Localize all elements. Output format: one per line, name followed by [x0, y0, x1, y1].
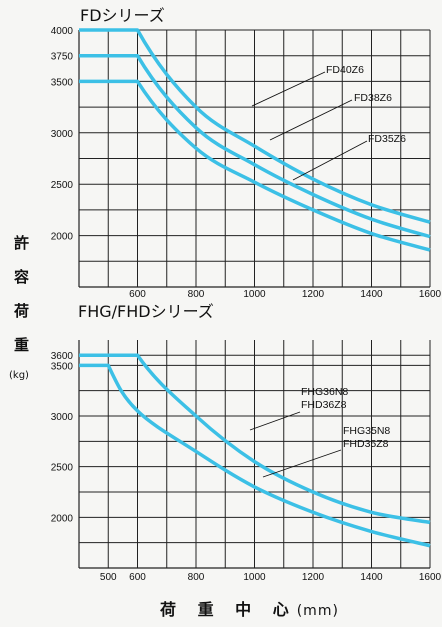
- fd-x-tick-label-600: 600: [129, 289, 146, 300]
- fd-y-tick-label-3000: 3000: [51, 129, 74, 140]
- y-axis-label-char-4: 重: [14, 336, 30, 354]
- fd-y-tick-label-3500: 3500: [51, 77, 74, 88]
- y-axis-label-char-2: 容: [14, 268, 30, 286]
- fhg-x-tick-label-500: 500: [100, 572, 117, 583]
- fhg-y-tick-label-3600: 3600: [51, 351, 74, 362]
- fhg-series-label-1-0: FHG35N8: [343, 425, 390, 437]
- fhg-y-tick-label-3000: 3000: [51, 412, 74, 423]
- fd-series-leader-0: [251, 71, 326, 107]
- y-axis-label-char-1: 許: [14, 234, 30, 252]
- fhg-x-tick-label-800: 800: [188, 572, 205, 583]
- chart-title-fd: FDシリーズ: [80, 6, 165, 25]
- fhg-x-tick-label-1600: 1600: [419, 572, 442, 583]
- fhg-series-leader-0: [249, 411, 301, 431]
- fhg-y-tick-label-3500: 3500: [51, 361, 74, 372]
- x-axis-label-text: 荷 重 中 心: [160, 600, 297, 619]
- fd-y-tick-label-4000: 4000: [51, 26, 74, 37]
- y-axis-label-char-3: 荷: [14, 302, 30, 320]
- fhg-series-line-1: [79, 363, 431, 548]
- fhg-series-leader-1: [262, 449, 342, 478]
- x-axis-label: 荷 重 中 心(mm): [160, 596, 339, 620]
- fd-series-label-2-0: FD35Z6: [368, 133, 406, 145]
- chart-title-fhg-fhd: FHG/FHDシリーズ: [78, 302, 214, 321]
- fhg-series-label-0-0: FHG36N8: [301, 386, 348, 398]
- fhg-series-label-1-1: FHD35Z8: [343, 438, 389, 450]
- fhg-y-tick-label-2500: 2500: [51, 463, 74, 474]
- fd-y-tick-label-2500: 2500: [51, 180, 74, 191]
- fd-series-line-0: [79, 28, 431, 224]
- fhg-series-line-0: [79, 353, 431, 525]
- fd-y-tick-label-2000: 2000: [51, 232, 74, 243]
- fd-series-leader-1: [269, 99, 353, 141]
- fd-x-tick-label-1200: 1200: [302, 289, 325, 300]
- fhg-x-tick-label-600: 600: [129, 572, 146, 583]
- fhg-x-tick-label-1400: 1400: [360, 572, 383, 583]
- fd-series-line-2: [79, 79, 431, 252]
- fd-x-tick-label-1400: 1400: [360, 289, 383, 300]
- fhg-x-tick-label-1000: 1000: [243, 572, 266, 583]
- fd-series-leader-2: [292, 140, 368, 181]
- fhg-x-tick-label-1200: 1200: [302, 572, 325, 583]
- fd-x-tick-label-1000: 1000: [243, 289, 266, 300]
- fhg-series-label-0-1: FHD36Z8: [301, 399, 347, 411]
- y-axis-unit: (kg): [9, 370, 29, 381]
- fd-series-label-1-0: FD38Z6: [354, 92, 392, 104]
- fd-x-tick-label-800: 800: [188, 289, 205, 300]
- fhg-y-tick-label-2000: 2000: [51, 513, 74, 524]
- fd-x-tick-label-1600: 1600: [419, 289, 442, 300]
- fd-series-line-1: [79, 53, 431, 239]
- x-axis-unit: (mm): [296, 603, 339, 619]
- fd-series-label-0-0: FD40Z6: [326, 64, 364, 76]
- fd-y-tick-label-3750: 3750: [51, 52, 74, 63]
